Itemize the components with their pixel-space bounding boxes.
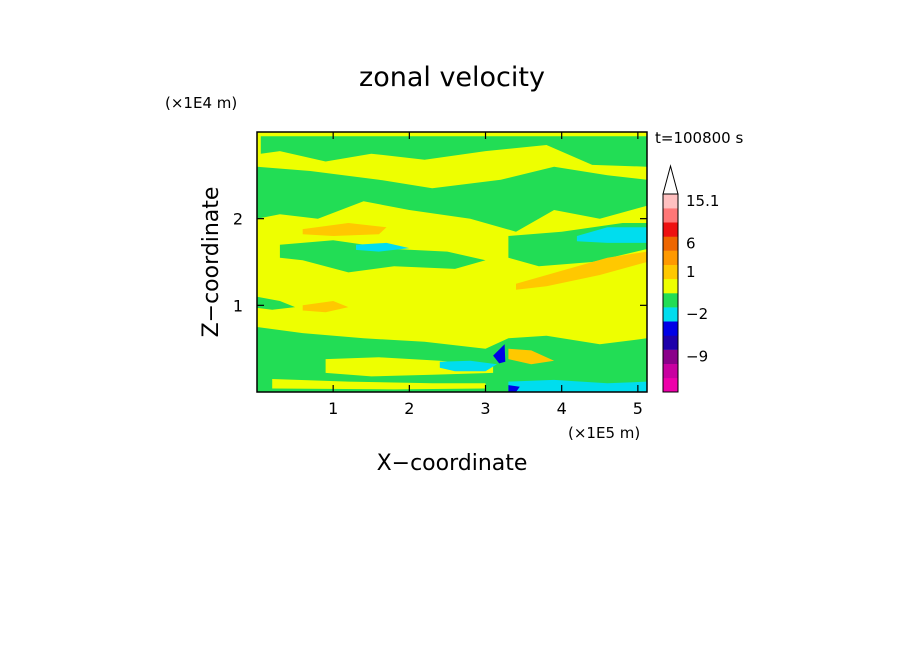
colorbar-label: 6 <box>686 235 696 253</box>
contour-region-middle-band <box>279 240 486 273</box>
colorbar-label: −9 <box>686 348 708 366</box>
colorbar-segment <box>663 208 678 223</box>
contour-region-bottom-band <box>257 327 647 392</box>
colorbar-segment <box>663 349 678 364</box>
y-unit-label: (×1E4 m) <box>165 94 237 112</box>
x-tick-label: 3 <box>480 399 490 418</box>
x-tick-label: 2 <box>404 399 414 418</box>
colorbar-segment <box>663 293 678 308</box>
colorbar-segment <box>663 363 678 379</box>
colorbar-segment <box>663 194 678 209</box>
colorbar-extend-arrow <box>662 164 679 195</box>
contour-region-cyan-bottom-right <box>508 379 647 392</box>
y-tick-label: 2 <box>233 210 243 229</box>
colorbar-segment <box>663 335 678 350</box>
colorbar-segment <box>663 264 678 280</box>
contour-region-cyan-bottom-left <box>439 360 497 372</box>
colorbar-segment <box>663 377 678 393</box>
contour-regions <box>257 136 647 392</box>
colorbar-segment <box>663 278 678 294</box>
colorbar-segment <box>663 321 678 336</box>
plot-area <box>257 132 647 392</box>
contour-region-cyan-left <box>356 242 410 252</box>
y-axis-ticks: 12 <box>233 210 647 315</box>
contour-region-yellow-bottom-lower <box>272 379 486 390</box>
colorbar-segment <box>663 307 678 322</box>
x-tick-label: 1 <box>328 399 338 418</box>
colorbar-label: 1 <box>686 263 696 281</box>
contour-region-orange-right <box>516 251 647 290</box>
contour-region-blue-bottom <box>508 385 520 392</box>
x-axis-label: X−coordinate <box>377 451 528 476</box>
colorbar: 15.1 6 1 −2 −9 <box>662 164 719 393</box>
y-axis-label: Z−coordinate <box>199 187 224 338</box>
chart-title: zonal velocity <box>359 62 545 93</box>
contour-region-orange-bottom-right <box>508 348 555 365</box>
colorbar-label: −2 <box>686 305 708 323</box>
colorbar-segment <box>663 222 678 237</box>
colorbar-frame <box>662 193 679 393</box>
contour-region-left-small <box>257 296 296 310</box>
x-tick-label: 5 <box>633 399 643 418</box>
contour-region-orange-left-mid <box>302 301 349 313</box>
colorbar-segment <box>663 250 678 265</box>
x-unit-label: (×1E5 m) <box>568 424 640 442</box>
x-tick-label: 4 <box>557 399 567 418</box>
colorbar-segment <box>663 236 678 251</box>
x-axis-ticks: 1 2 3 4 5 <box>328 132 643 418</box>
contour-region-cyan-upper-right <box>576 227 647 243</box>
contour-region-blue-jet <box>493 344 506 364</box>
contour-region-upper-band <box>257 166 647 232</box>
contour-region-top-band <box>260 136 647 167</box>
colorbar-label: 15.1 <box>686 192 719 210</box>
time-label: t=100800 s <box>655 129 743 147</box>
y-tick-label: 1 <box>233 296 243 315</box>
contour-region-orange-upper-left <box>302 223 387 236</box>
plot-frame <box>256 131 648 393</box>
